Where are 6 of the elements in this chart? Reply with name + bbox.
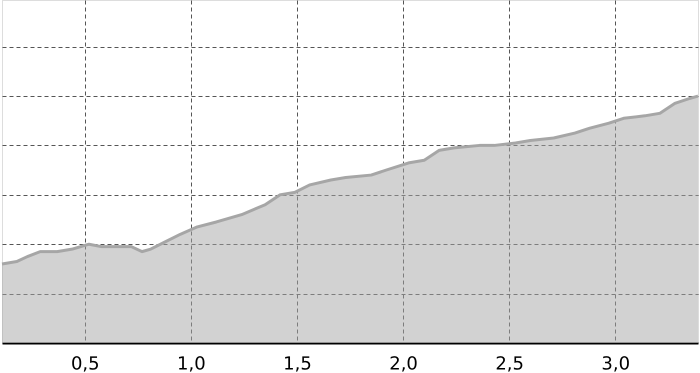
x-tick-label: 1,5 bbox=[283, 354, 312, 373]
x-tick-label: 1,0 bbox=[177, 354, 206, 373]
x-tick-label: 3,0 bbox=[601, 354, 630, 373]
x-tick-label: 0,5 bbox=[70, 354, 100, 373]
x-tick-label: 2,0 bbox=[389, 354, 418, 373]
x-tick-label: 2,5 bbox=[495, 354, 524, 373]
